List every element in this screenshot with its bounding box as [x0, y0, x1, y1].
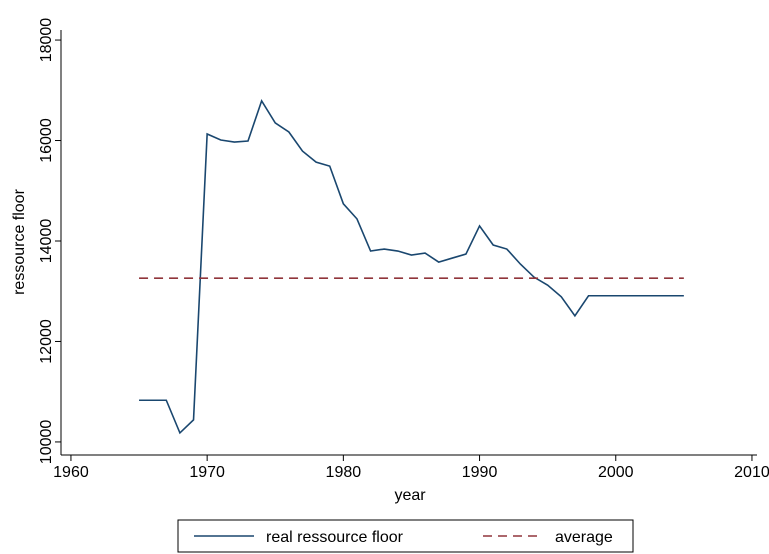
y-tick-label: 10000: [38, 420, 55, 465]
y-tick-label: 14000: [38, 219, 55, 264]
x-tick-label: 1990: [462, 464, 498, 481]
legend-label: real ressource floor: [266, 529, 404, 546]
y-tick-label: 16000: [38, 118, 55, 163]
x-tick-label: 2000: [598, 464, 634, 481]
x-tick-label: 2010: [734, 464, 769, 481]
series-line: [139, 98, 684, 435]
y-tick-label: 18000: [38, 18, 55, 63]
y-axis-title: ressource floor: [11, 188, 28, 294]
x-tick-label: 1980: [326, 464, 362, 481]
x-tick-label: 1960: [53, 464, 89, 481]
x-axis-title: year: [394, 487, 426, 504]
y-tick-label: 12000: [38, 319, 55, 364]
x-tick-label: 1970: [189, 464, 225, 481]
legend-label: average: [555, 529, 613, 546]
